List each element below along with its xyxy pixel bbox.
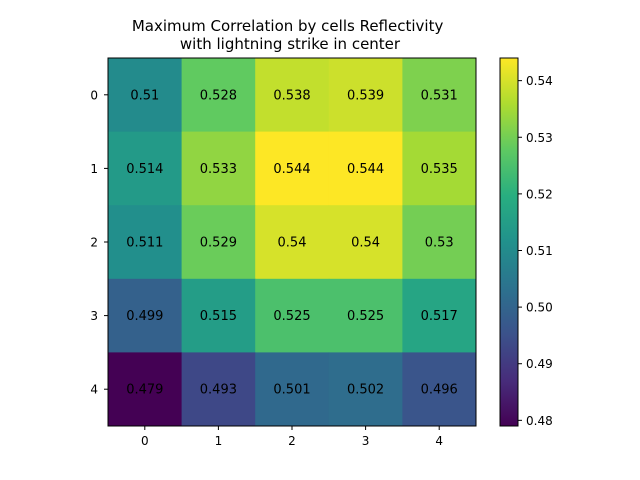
cell-value-label: 0.501 xyxy=(273,383,310,398)
cell-value-label: 0.515 xyxy=(200,309,237,324)
heatmap-cell xyxy=(108,278,183,353)
chart-title-line-1: Maximum Correlation by cells Reflectivit… xyxy=(132,17,444,35)
heatmap-cells xyxy=(108,58,477,427)
x-tick-label: 1 xyxy=(215,434,223,448)
cell-value-label: 0.496 xyxy=(421,383,458,398)
y-axis: 0 1 2 3 4 xyxy=(90,88,108,397)
heatmap-cell xyxy=(181,205,256,280)
heatmap-cell xyxy=(108,131,183,206)
chart-title: Maximum Correlation by cells Reflectivit… xyxy=(132,17,448,53)
cell-value-label: 0.525 xyxy=(273,309,310,324)
colorbar-tick-label: 0.52 xyxy=(526,187,553,201)
cell-value-label: 0.528 xyxy=(200,88,237,103)
cell-value-label: 0.51 xyxy=(130,88,159,103)
x-tick-label: 2 xyxy=(288,434,296,448)
cell-value-label: 0.544 xyxy=(347,162,384,177)
heatmap-cell xyxy=(181,58,256,133)
cell-value-label: 0.525 xyxy=(347,309,384,324)
y-tick-label: 0 xyxy=(90,88,98,102)
heatmap-cell xyxy=(402,205,477,280)
heatmap-cell xyxy=(108,352,183,427)
colorbar: 0.48 0.49 0.50 0.51 0.52 0.53 0.54 xyxy=(499,57,553,428)
heatmap-cell xyxy=(255,131,330,206)
cell-value-label: 0.535 xyxy=(421,162,458,177)
heatmap-cell xyxy=(328,131,403,206)
x-tick-label: 0 xyxy=(141,434,149,448)
heatmap-cell xyxy=(255,278,330,353)
x-axis: 0 1 2 3 4 xyxy=(141,426,443,448)
cell-value-label: 0.533 xyxy=(200,162,237,177)
y-tick-label: 2 xyxy=(90,236,98,250)
x-tick-label: 4 xyxy=(435,434,443,448)
plot-frame xyxy=(107,57,477,427)
colorbar-tick-label: 0.51 xyxy=(526,244,553,258)
heatmap-cell xyxy=(328,278,403,353)
colorbar-ticks: 0.48 0.49 0.50 0.51 0.52 0.53 0.54 xyxy=(518,74,553,428)
cell-value-label: 0.538 xyxy=(273,88,310,103)
colorbar-tick-label: 0.53 xyxy=(526,131,553,145)
y-tick-label: 1 xyxy=(90,162,98,176)
cell-value-label: 0.502 xyxy=(347,383,384,398)
heatmap-cell xyxy=(255,205,330,280)
heatmap-cell xyxy=(402,58,477,133)
cell-value-label: 0.499 xyxy=(126,309,163,324)
heatmap-cell xyxy=(108,205,183,280)
colorbar-tick-label: 0.50 xyxy=(526,301,553,315)
x-tick-label: 3 xyxy=(362,434,370,448)
y-tick-label: 4 xyxy=(90,383,98,397)
cell-value-label: 0.529 xyxy=(200,236,237,251)
heatmap-cell xyxy=(181,352,256,427)
colorbar-gradient xyxy=(500,58,518,426)
heatmap-cell xyxy=(181,278,256,353)
heatmap-cell xyxy=(255,58,330,133)
heatmap-cell xyxy=(328,205,403,280)
cell-value-label: 0.517 xyxy=(421,309,458,324)
chart-title-line-2: with lightning strike in center xyxy=(180,35,401,53)
cell-value-label: 0.514 xyxy=(126,162,163,177)
cell-value-label: 0.54 xyxy=(351,236,380,251)
heatmap-cell xyxy=(255,352,330,427)
colorbar-tick-label: 0.48 xyxy=(526,414,553,428)
cell-value-label: 0.511 xyxy=(126,236,163,251)
colorbar-tick-label: 0.54 xyxy=(526,74,553,88)
heatmap-cell xyxy=(402,131,477,206)
heatmap-cell xyxy=(328,58,403,133)
y-tick-label: 3 xyxy=(90,309,98,323)
cell-value-label: 0.54 xyxy=(278,236,307,251)
heatmap-cell xyxy=(328,352,403,427)
heatmap-cell xyxy=(108,58,183,133)
cell-value-label: 0.539 xyxy=(347,88,384,103)
heatmap-cell xyxy=(402,352,477,427)
heatmap-cell xyxy=(402,278,477,353)
colorbar-tick-label: 0.49 xyxy=(526,357,553,371)
cell-value-label: 0.544 xyxy=(273,162,310,177)
heatmap-cell xyxy=(181,131,256,206)
cell-value-label: 0.531 xyxy=(421,88,458,103)
cell-value-label: 0.479 xyxy=(126,383,163,398)
cell-value-label: 0.493 xyxy=(200,383,237,398)
cell-value-label: 0.53 xyxy=(425,236,454,251)
heatmap-cell-labels: 0.51 0.528 0.538 0.539 0.531 0.514 0.533 0.544 0… xyxy=(126,88,458,397)
colorbar-frame xyxy=(499,57,519,427)
